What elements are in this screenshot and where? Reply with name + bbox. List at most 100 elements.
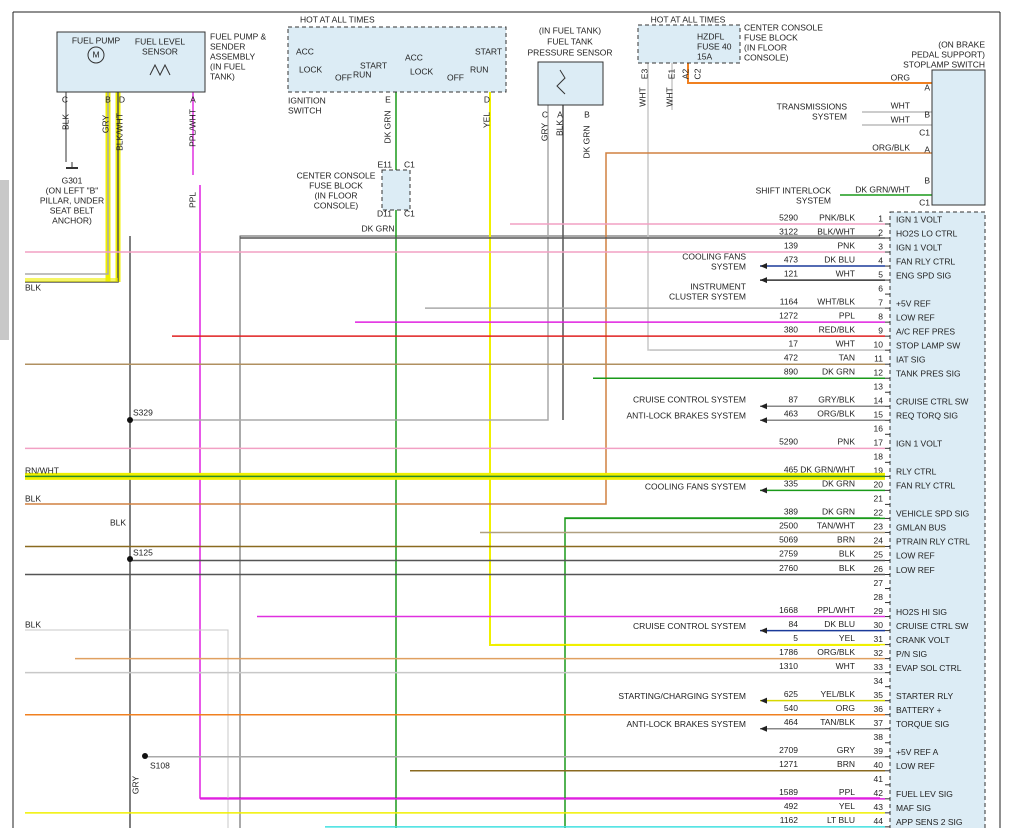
circuit-number: 1162 — [780, 815, 799, 825]
label-line: CONSOLE) — [744, 52, 789, 62]
wire-color: BLK — [839, 549, 855, 559]
circuit-number: 380 — [784, 324, 798, 334]
label-line: STOPLAMP SWITCH — [903, 59, 985, 69]
pin-number: 32 — [874, 648, 884, 658]
system-label: SHIFT INTERLOCK — [756, 185, 832, 195]
system-label: CLUSTER SYSTEM — [669, 291, 746, 301]
wire — [239, 235, 880, 828]
pin-function: A/C REF PRES — [896, 326, 955, 336]
system-label: CRUISE CONTROL SYSTEM — [633, 621, 746, 631]
circuit-number: 2760 — [779, 563, 798, 573]
wire-label: BLK — [25, 619, 41, 629]
pin-number: 40 — [874, 760, 884, 770]
pin-label: A — [557, 109, 563, 119]
wire-label: GRY — [130, 776, 140, 795]
pin-function: APP SENS 2 SIG — [896, 817, 962, 827]
pin-function: CRANK VOLT — [896, 635, 950, 645]
wire-color: DK GRN — [822, 479, 855, 489]
pin-label: A — [190, 94, 196, 104]
label-line: CONSOLE) — [314, 200, 359, 210]
pin-number: 5 — [878, 269, 883, 279]
pin-number: 13 — [874, 381, 884, 391]
label-line: PILLAR, UNDER — [40, 195, 104, 205]
wire — [130, 105, 549, 421]
pin-function: FAN RLY CTRL — [896, 256, 955, 266]
pin-number: 23 — [874, 522, 884, 532]
pin-number: 9 — [878, 325, 883, 335]
wire-label: GRY — [539, 123, 549, 142]
wire-color: WHT — [836, 268, 855, 278]
circuit-number: 1589 — [779, 787, 798, 797]
switch-position: RUN — [470, 64, 488, 74]
fuse-block — [637, 24, 741, 64]
pin-function: TORQUE SIG — [896, 719, 949, 729]
switch-position: LOCK — [410, 66, 433, 76]
pin-number: 21 — [874, 494, 884, 504]
switch-position: OFF — [447, 72, 464, 82]
system-label: TRANSMISSIONS — [777, 101, 848, 111]
pin-function: RLY CTRL — [896, 467, 937, 477]
pin-label: A — [924, 82, 930, 92]
wire — [199, 185, 880, 799]
pin-function: TANK PRES SIG — [896, 368, 961, 378]
pin-number: 24 — [874, 536, 884, 546]
wire-color: YEL — [839, 633, 855, 643]
splice — [127, 417, 133, 423]
wire-label: RN/WHT — [25, 465, 59, 475]
circuit-number: 84 — [789, 619, 799, 629]
pin-function: LOW REF — [896, 761, 935, 771]
pin-label: E — [385, 94, 391, 104]
pin-number: 16 — [874, 424, 884, 434]
wire-label: DK GRN — [581, 125, 591, 158]
pin-label: D — [119, 94, 125, 104]
pin-number: 33 — [874, 662, 884, 672]
label: HOT AT ALL TIMES — [300, 14, 375, 24]
pin-function: IGN 1 VOLT — [896, 439, 942, 449]
label-line: 15A — [697, 51, 712, 61]
pin-number: 2 — [878, 227, 883, 237]
pin-number: 31 — [874, 634, 884, 644]
circuit-number: 17 — [789, 338, 799, 348]
label-line: (IN FUEL TANK) — [539, 25, 601, 35]
pin-function: STARTER RLY — [896, 691, 953, 701]
system-label: SYSTEM — [711, 261, 746, 271]
switch-position: ACC — [296, 46, 314, 56]
wire-color: DK BLU — [824, 254, 855, 264]
pin-function: CRUISE CTRL SW — [896, 621, 968, 631]
label-line: FUSE BLOCK — [744, 32, 798, 42]
pin-label: C — [542, 109, 548, 119]
pin-number: 38 — [874, 732, 884, 742]
resistor-symbol — [149, 63, 171, 77]
pin-function: LOW REF — [896, 312, 935, 322]
circuit-number: 1272 — [779, 310, 798, 320]
label-line: (IN FLOOR — [744, 42, 787, 52]
wire-color: DK GRN/WHT — [800, 465, 855, 475]
wire-label: WHT — [891, 100, 910, 110]
pin-number: 42 — [874, 788, 884, 798]
arrow — [760, 627, 767, 634]
pin-number: 36 — [874, 704, 884, 714]
label-line: FUEL LEVEL — [135, 36, 186, 46]
label-line: FUEL PUMP & — [210, 31, 267, 41]
circuit-number: 5290 — [779, 212, 798, 222]
circuit-number: 463 — [784, 409, 798, 419]
resistor-symbol — [556, 69, 566, 95]
pin-function: +5V REF — [896, 298, 931, 308]
wire-label: DK GRN — [361, 223, 394, 233]
circuit-number: 5 — [793, 633, 798, 643]
pin-label: B — [584, 109, 590, 119]
wire-label: BLK/WHT — [114, 113, 124, 151]
wire-color: ORG/BLK — [817, 409, 855, 419]
pin-label: D — [484, 94, 490, 104]
wire-label: DK GRN/WHT — [855, 184, 910, 194]
label: M — [92, 49, 99, 59]
pin-number: 27 — [874, 578, 884, 588]
wire-color: BRN — [837, 759, 855, 769]
system-label: ANTI-LOCK BRAKES SYSTEM — [627, 719, 747, 729]
pin-function: IGN 1 VOLT — [896, 242, 942, 252]
system-label: COOLING FANS SYSTEM — [645, 482, 746, 492]
label: G301 — [62, 175, 83, 185]
wire-label: WHT — [664, 87, 674, 106]
pin-label: C1 — [919, 127, 930, 137]
